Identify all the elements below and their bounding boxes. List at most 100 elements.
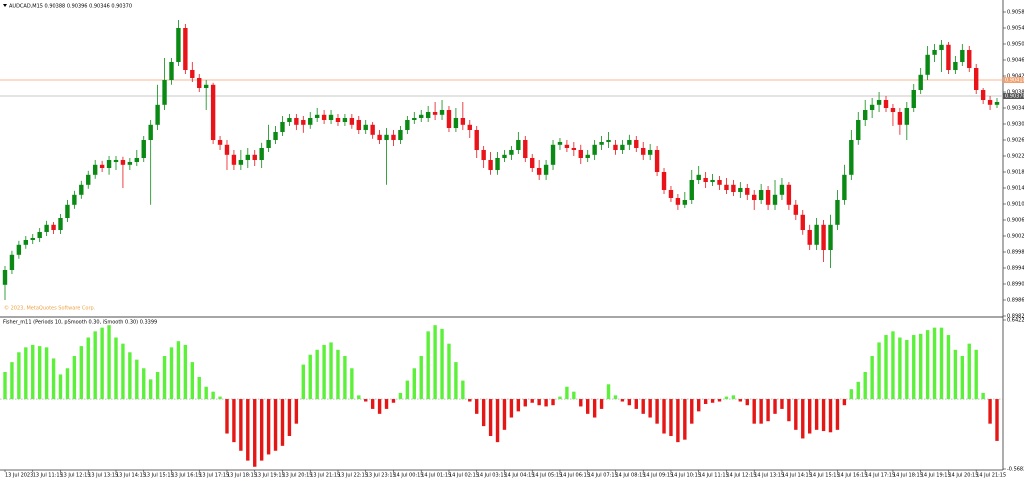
- histogram-bar: [662, 399, 666, 434]
- candle-body: [460, 118, 466, 125]
- histogram-bar: [613, 395, 618, 400]
- x-tick-label: 14 Jul 18:15: [893, 473, 923, 479]
- candle-body: [939, 44, 944, 50]
- candle-body: [849, 140, 854, 175]
- histogram-bar: [960, 355, 965, 400]
- histogram-bar: [301, 364, 305, 400]
- histogram-bar: [246, 399, 250, 461]
- candle-body: [356, 120, 361, 130]
- x-tick-label: 14 Jul 19:15: [921, 473, 951, 479]
- histogram-bar: [51, 358, 56, 400]
- candle-body: [488, 160, 493, 170]
- candle-body: [835, 200, 840, 225]
- candle-body: [571, 148, 577, 150]
- histogram-bar: [925, 330, 930, 400]
- candle-body: [9, 254, 15, 270]
- watermark: © 2023, MetaQuotes Software Corp.: [4, 305, 96, 312]
- x-tick-label: 14 Jul 12:15: [726, 473, 756, 479]
- candle-body: [432, 112, 438, 115]
- price-line-tag: [1003, 77, 1024, 83]
- histogram-bar: [627, 399, 632, 406]
- candle-body: [613, 144, 618, 150]
- candle-body: [92, 164, 98, 175]
- candle-body: [294, 118, 299, 125]
- candle-body: [273, 132, 278, 140]
- histogram-bar: [475, 399, 479, 414]
- x-tick-label: 13 Jul 15:15: [144, 473, 174, 479]
- candle-body: [405, 120, 410, 130]
- histogram-bar: [468, 399, 472, 402]
- candle-body: [183, 28, 188, 70]
- candle-body: [2, 270, 8, 285]
- candle-body: [654, 150, 660, 172]
- candle-body: [134, 158, 140, 162]
- candle-body: [44, 224, 49, 232]
- histogram-bar: [828, 399, 833, 433]
- candle-body: [793, 204, 799, 215]
- candle-body: [876, 100, 882, 105]
- candle-body: [807, 230, 812, 245]
- candle-body: [918, 74, 923, 90]
- histogram-bar: [710, 399, 715, 403]
- histogram-bar: [433, 325, 437, 400]
- candle-body: [113, 160, 119, 162]
- collapse-arrow[interactable]: [3, 4, 7, 7]
- histogram-bar: [939, 327, 944, 400]
- candle-body: [842, 174, 847, 200]
- histogram-bar: [190, 362, 195, 400]
- histogram-bar: [683, 399, 687, 440]
- histogram-bar: [738, 399, 743, 402]
- histogram-bar: [641, 399, 645, 414]
- histogram-bar: [634, 399, 638, 409]
- candle-body: [862, 110, 868, 120]
- histogram-bar: [135, 359, 139, 400]
- histogram-bar: [787, 399, 791, 422]
- histogram-bar: [974, 349, 978, 400]
- x-tick-label: 13 Jul 23:15: [366, 473, 396, 479]
- x-tick-label: 14 Jul 01:15: [421, 473, 451, 479]
- candle-body: [370, 124, 375, 135]
- candle-body: [536, 168, 542, 175]
- histogram-bar: [870, 355, 874, 400]
- histogram-bar: [981, 392, 985, 400]
- histogram-bar: [884, 335, 888, 400]
- histogram-bar: [343, 355, 347, 400]
- candle-body: [120, 160, 126, 165]
- candle-body: [765, 190, 771, 205]
- candle-body: [51, 224, 56, 230]
- histogram-bar: [814, 399, 819, 430]
- histogram-bar: [863, 371, 867, 400]
- x-tick-label: 14 Jul 03:15: [477, 473, 507, 479]
- x-tick-label: 14 Jul 06:15: [560, 473, 590, 479]
- candle-body: [148, 124, 153, 140]
- x-tick-label: 14 Jul 05:15: [532, 473, 562, 479]
- histogram-bar: [253, 399, 257, 467]
- histogram-bar: [447, 343, 451, 400]
- histogram-bar: [780, 399, 784, 409]
- histogram-bar: [79, 346, 84, 400]
- candle-body: [16, 244, 22, 255]
- histogram-bar: [516, 399, 521, 412]
- candle-body: [446, 110, 452, 128]
- candle-body: [495, 158, 500, 170]
- candle-body: [502, 154, 507, 158]
- histogram-bar: [544, 399, 548, 407]
- histogram-bar: [592, 399, 597, 418]
- candle-body: [779, 184, 785, 195]
- candle-body: [585, 154, 590, 158]
- candle-body: [869, 104, 875, 110]
- histogram-bar: [142, 368, 146, 400]
- candle-body: [710, 180, 715, 182]
- candle-body: [890, 108, 896, 112]
- candle-body: [162, 80, 167, 105]
- histogram-bar: [967, 343, 971, 400]
- candle-body: [960, 50, 965, 62]
- candle-body: [661, 172, 667, 190]
- candle-body: [821, 224, 826, 250]
- histogram-bar: [370, 399, 375, 409]
